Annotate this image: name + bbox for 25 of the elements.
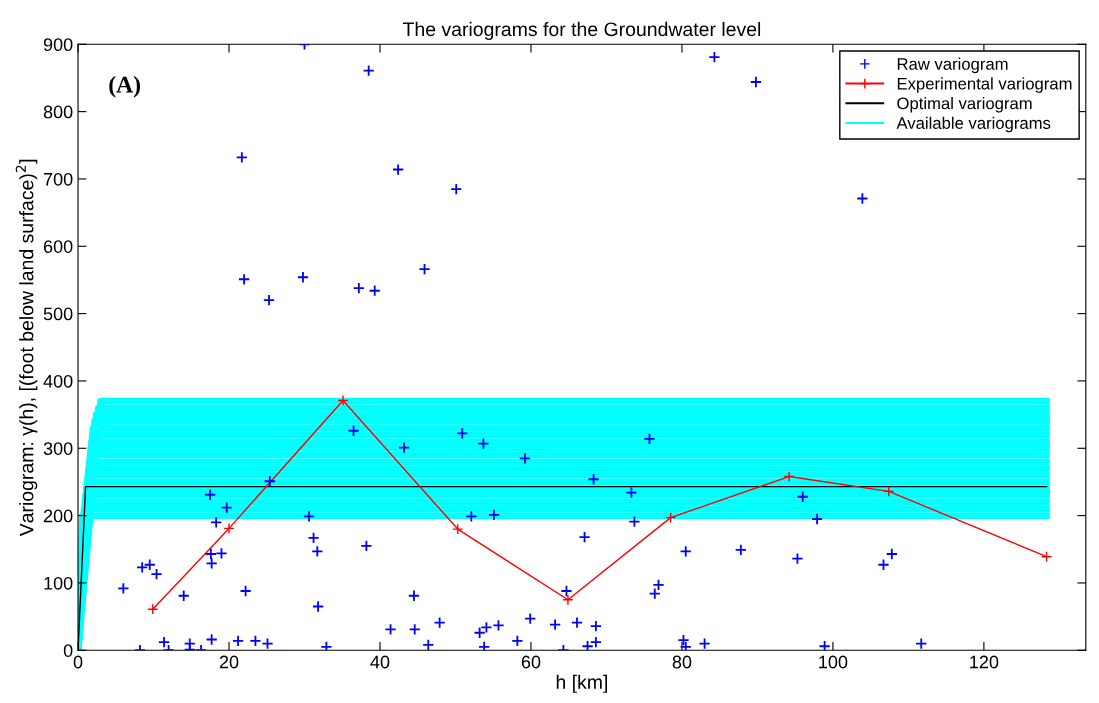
x-tick-label: 80 — [672, 655, 692, 669]
x-tick-label: 60 — [521, 655, 541, 669]
legend-label: Available variograms — [896, 116, 1051, 133]
y-tick-label: 600 — [43, 240, 73, 253]
y-tick-label: 500 — [43, 307, 73, 321]
x-tick-label: 40 — [370, 655, 390, 669]
y-tick-label: 200 — [43, 509, 73, 523]
y-tick-label: 300 — [43, 442, 73, 455]
x-tick-label: 0 — [73, 655, 83, 669]
y-tick-label: 100 — [44, 576, 73, 590]
legend-label: Raw variogram — [897, 57, 1008, 74]
legend-label: Experimental variogram — [897, 77, 1072, 93]
y-tick-label: 700 — [43, 172, 73, 186]
x-axis-title: h [km] — [556, 674, 608, 693]
x-tick-label: 20 — [219, 655, 239, 669]
annotation: (A) — [109, 76, 140, 98]
y-axis-title: Variogram: γ(h), [(foot below land surface)$^{2}$] — [15, 159, 38, 537]
y-tick-label: 0 — [63, 644, 73, 657]
y-tick-label: 400 — [43, 374, 73, 388]
y-tick-label: 900 — [43, 38, 73, 52]
x-tick-label: 120 — [970, 655, 999, 669]
legend-label: Optimal variogram — [897, 97, 1032, 113]
x-tick-label: 100 — [819, 655, 848, 669]
chart-title: The variograms for the Groundwater level — [402, 21, 761, 40]
y-tick-label: 800 — [43, 105, 73, 119]
